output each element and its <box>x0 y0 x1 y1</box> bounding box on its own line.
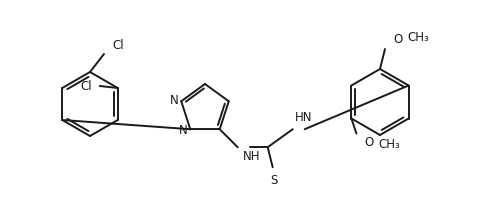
Text: O: O <box>364 136 374 149</box>
Text: CH₃: CH₃ <box>378 139 400 152</box>
Text: O: O <box>393 33 402 46</box>
Text: HN: HN <box>295 111 312 124</box>
Text: N: N <box>169 94 178 107</box>
Text: Cl: Cl <box>80 79 92 93</box>
Text: NH: NH <box>243 150 260 163</box>
Text: S: S <box>270 174 278 187</box>
Text: Cl: Cl <box>112 39 124 52</box>
Text: N: N <box>179 124 187 137</box>
Text: CH₃: CH₃ <box>407 31 429 44</box>
